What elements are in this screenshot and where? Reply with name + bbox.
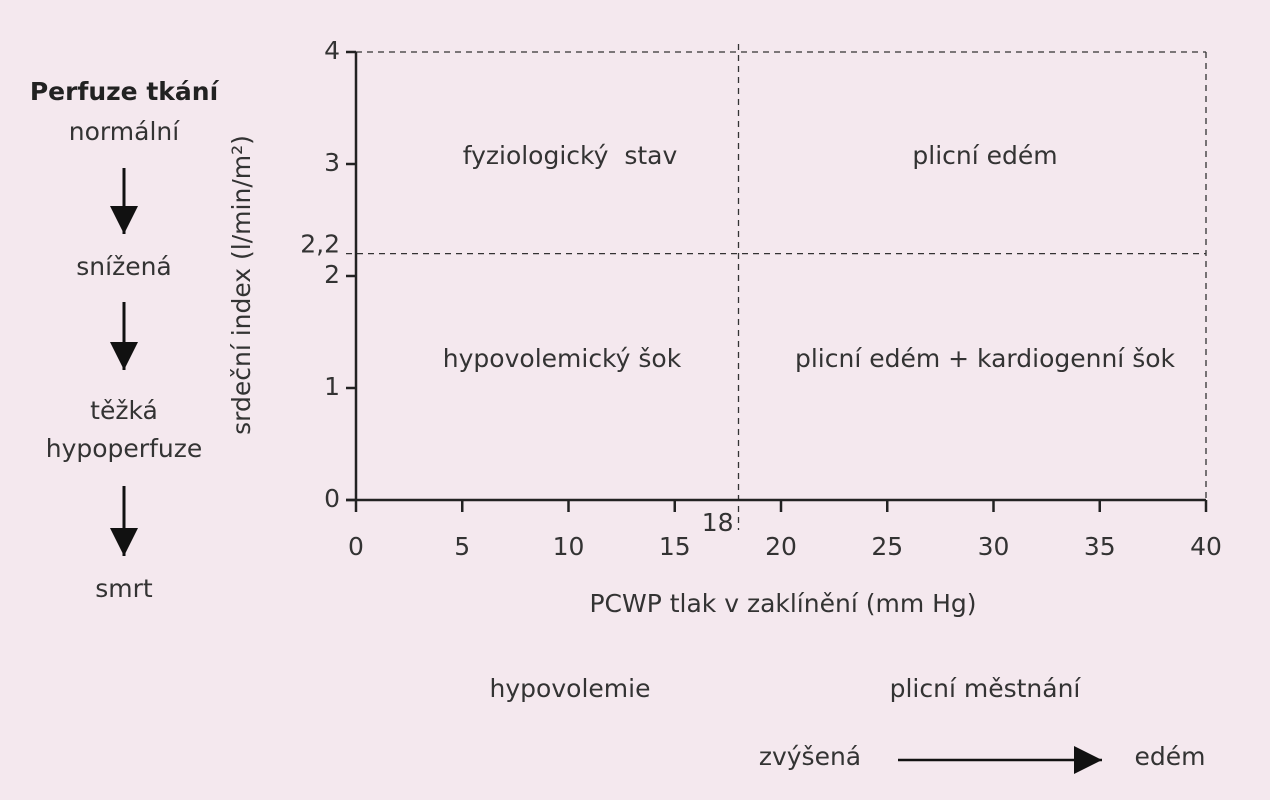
y-tick-label: 3: [324, 148, 340, 177]
y-axis-label: srdeční index (l/min/m²): [227, 135, 256, 435]
quadrant-label: hypovolemický šok: [443, 344, 682, 373]
x-tick-label: 20: [765, 532, 797, 561]
bottom-label: edém: [1135, 742, 1206, 771]
x-tick-label: 15: [659, 532, 691, 561]
x-tick-label: 10: [553, 532, 585, 561]
stage: normální: [69, 117, 180, 146]
bottom-label: hypovolemie: [490, 674, 651, 703]
stage: hypoperfuze: [46, 434, 202, 463]
x-axis-label: PCWP tlak v zaklínění (mm Hg): [589, 589, 976, 618]
stage: snížená: [76, 252, 171, 281]
threshold-label: 2,2: [300, 230, 340, 259]
stage: smrt: [95, 574, 153, 603]
y-tick-label: 2: [324, 260, 340, 289]
y-tick-label: 0: [324, 484, 340, 513]
perfusion-title: Perfuze tkání: [30, 77, 220, 106]
stage: těžká: [90, 396, 158, 425]
x-tick-label: 0: [348, 532, 364, 561]
threshold-label: 18: [702, 508, 734, 537]
quadrant-label: fyziologický stav: [463, 141, 678, 170]
bottom-label: zvýšená: [759, 742, 861, 771]
y-tick-label: 1: [324, 372, 340, 401]
x-tick-label: 25: [871, 532, 903, 561]
quadrant-label: plicní edém: [912, 141, 1057, 170]
x-tick-label: 40: [1190, 532, 1222, 561]
x-tick-label: 35: [1084, 532, 1116, 561]
bottom-label: plicní městnání: [890, 674, 1082, 703]
x-tick-label: 30: [978, 532, 1010, 561]
quadrant-label: plicní edém + kardiogenní šok: [795, 344, 1176, 373]
x-tick-label: 5: [454, 532, 470, 561]
y-tick-label: 4: [324, 36, 340, 65]
